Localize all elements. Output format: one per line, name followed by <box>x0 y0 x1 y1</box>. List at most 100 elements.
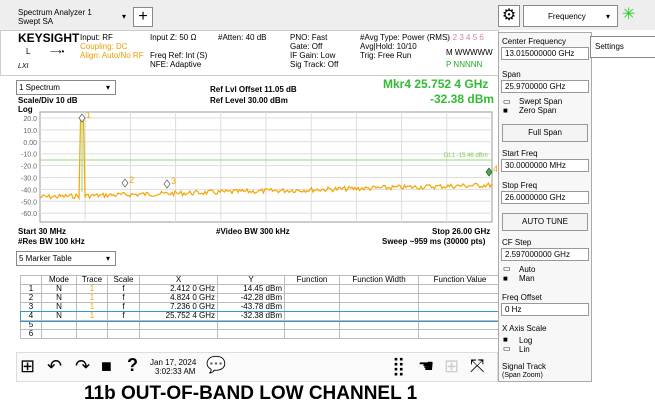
add-button[interactable]: + <box>133 7 153 27</box>
option-label: Auto <box>519 265 536 274</box>
trace <box>39 119 493 201</box>
marker-diamond <box>121 178 129 188</box>
table-cell: f <box>107 311 140 321</box>
marker-number: 3 <box>171 176 176 186</box>
y-axis-label: -50.0 <box>21 199 37 206</box>
dropdown-arrow: ▾ <box>106 254 111 263</box>
table-cell: 1 <box>76 311 108 321</box>
field-label: Signal Track <box>502 362 547 371</box>
marker-diamond <box>78 113 86 123</box>
table-cell: Function Width <box>339 275 419 285</box>
field-label: Center Frequency <box>502 37 567 46</box>
settings-gear[interactable]: ⚙ <box>498 5 520 27</box>
vbw: #Video BW 300 kHz <box>216 227 290 236</box>
stop-freq: Stop 26.00 GHz <box>432 227 491 236</box>
marker-row[interactable]: 6 <box>20 329 502 339</box>
field-value[interactable]: 0 Hz <box>501 303 589 316</box>
marker-row[interactable]: 2 N 1 f 4.824 0 GHz -42.28 dBm <box>20 293 502 303</box>
zoom-button[interactable]: ⤧ <box>470 356 485 376</box>
field-label: Start Freq <box>502 149 538 158</box>
marker-row[interactable]: 4 N 1 f 25.752 4 GHz -32.38 dBm <box>19 310 503 322</box>
layout-button[interactable]: ⣿ <box>392 356 406 376</box>
table-cell: -32.38 dBm <box>217 311 285 321</box>
marker-amplitude: -32.38 dBm <box>430 92 495 106</box>
table-select[interactable] <box>16 251 116 266</box>
undo-button[interactable]: ↶ <box>47 356 63 376</box>
table-cell <box>76 320 108 330</box>
radio-on[interactable]: ■ <box>503 106 508 115</box>
radio-off[interactable]: ▭ <box>503 344 511 353</box>
table-cell: Function <box>284 275 340 285</box>
table-cell <box>217 329 285 339</box>
field-value[interactable]: 30.0000000 MHz <box>501 159 589 172</box>
option-label: Swept Span <box>519 97 563 106</box>
field-label: Span <box>502 70 521 79</box>
menu-select[interactable] <box>523 5 618 27</box>
auto-tune-button[interactable]: AUTO TUNE <box>502 213 588 231</box>
full-span-button[interactable]: Full Span <box>502 124 588 142</box>
window-select[interactable] <box>16 80 116 95</box>
rbw: #Res BW 100 kHz <box>18 237 85 246</box>
message-button[interactable]: 💬 <box>206 357 226 374</box>
info-text: Sig Track: Off <box>290 60 339 69</box>
radio-off[interactable]: ▭ <box>503 97 511 106</box>
radio-on[interactable]: ■ <box>503 335 508 344</box>
display-line-label: DL1 -15.46 dBm <box>444 153 488 159</box>
table-cell <box>418 293 502 303</box>
table-cell <box>107 329 140 339</box>
trace-detectors: P NNNNN <box>446 60 483 69</box>
info-text: Input: RF <box>80 33 113 42</box>
help-button[interactable]: ? <box>127 355 138 375</box>
field-value[interactable]: 26.0000000 GHz <box>501 191 589 204</box>
touch-button[interactable]: ☚ <box>418 356 435 376</box>
table-cell: 25.752 4 GHz <box>139 311 218 321</box>
y-axis-label: 20.0 <box>23 116 37 123</box>
window-label: 1 Spectrum <box>19 83 60 92</box>
table-cell <box>418 302 502 312</box>
field-value[interactable]: 2.597000000 GHz <box>501 248 589 261</box>
table-cell <box>339 302 419 312</box>
table-cell <box>339 329 419 339</box>
y-axis-label: -20.0 <box>21 164 37 171</box>
y-axis-label: -10.0 <box>21 152 37 159</box>
info-text: #Atten: 40 dB <box>218 33 267 42</box>
table-cell <box>284 293 340 303</box>
field-value[interactable]: 13.015000000 GHz <box>501 47 589 60</box>
trace-numbers: 1 2 3 4 5 6 <box>446 33 484 42</box>
marker-number: 1 <box>86 110 91 120</box>
table-cell <box>339 284 419 294</box>
busy-icon: ✳ <box>622 6 636 23</box>
marker-number: 2 <box>129 175 134 185</box>
table-cell <box>284 311 340 321</box>
file-button[interactable]: ■ <box>101 356 112 376</box>
marker-number: 4 <box>493 164 497 174</box>
radio-on[interactable]: ■ <box>503 274 508 283</box>
settings-tab[interactable]: Settings <box>590 36 655 58</box>
option-label: Log <box>519 336 533 345</box>
split-button[interactable]: ⊞ <box>444 356 460 376</box>
radio-off[interactable]: ▭ <box>503 264 511 273</box>
field-value[interactable]: 25.9700000 GHz <box>501 80 589 93</box>
info-text: Coupling: DC <box>80 42 128 51</box>
info-text: IF Gain: Low <box>290 51 336 60</box>
y-axis-label: -30.0 <box>21 176 37 183</box>
option-label: Lin <box>519 345 530 354</box>
table-cell: N <box>41 311 77 321</box>
table-cell <box>284 302 340 312</box>
info-text: PNO: Fast <box>290 33 328 42</box>
dropdown-arrow[interactable]: ▾ <box>122 12 127 21</box>
table-cell <box>217 320 285 330</box>
marker-row[interactable]: 5 <box>20 320 502 330</box>
info-text: Avg|Hold: 10/10 <box>360 42 417 51</box>
marker-diamond <box>163 179 171 189</box>
ref-offset: Ref Lvl Offset 11.05 dB <box>210 85 297 94</box>
y-axis-label: -40.0 <box>21 187 37 194</box>
redo-button[interactable]: ↷ <box>75 356 91 376</box>
info-text: Input Z: 50 Ω <box>150 33 197 42</box>
windows-button[interactable]: ⊞ <box>20 356 36 376</box>
time: 3:02:33 AM <box>155 367 196 376</box>
field-label: X Axis Scale <box>502 324 547 333</box>
table-cell <box>339 311 419 321</box>
info-text: Gate: Off <box>290 42 323 51</box>
